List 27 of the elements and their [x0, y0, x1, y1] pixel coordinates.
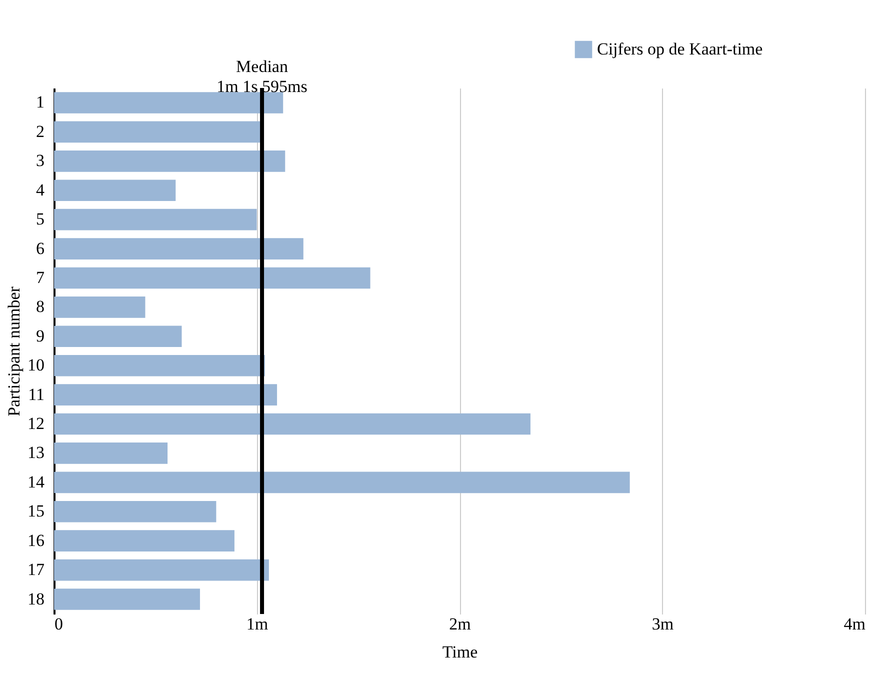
y-tick-label: 18	[28, 589, 44, 608]
y-tick-label: 15	[28, 502, 44, 521]
x-tick-label: 3m	[652, 614, 674, 634]
y-tick-label: 17	[28, 560, 45, 580]
y-tick-label: 3	[36, 151, 44, 170]
y-tick-label: 10	[28, 356, 44, 375]
y-tick-label: 9	[36, 326, 44, 346]
x-tick-label: 0	[54, 614, 63, 634]
y-tick-label: 1	[36, 92, 44, 112]
y-axis-title: Participant number	[4, 286, 24, 416]
y-tick-label: 16	[28, 530, 44, 550]
y-tick-label: 8	[36, 297, 44, 316]
y-tick-label: 12	[28, 414, 44, 434]
y-tick-label: 4	[36, 180, 45, 200]
y-tick-label: 2	[36, 122, 44, 141]
legend-label: Cijfers op de Kaart-time	[597, 40, 763, 58]
x-tick-label: 2m	[449, 614, 471, 634]
x-tick-label: 1m	[246, 614, 268, 634]
ref-line-label: Median 1m 1s 595ms	[216, 57, 308, 96]
y-tick-label: 11	[28, 384, 44, 404]
y-tick-label: 14	[28, 472, 45, 492]
y-tick-label: 5	[36, 210, 44, 229]
x-tick-label: 4m	[844, 614, 866, 634]
y-tick-label: 13	[28, 443, 44, 462]
y-tick-label: 6	[36, 238, 44, 258]
x-axis-title: Time	[442, 642, 478, 662]
y-tick-label: 7	[36, 268, 45, 287]
